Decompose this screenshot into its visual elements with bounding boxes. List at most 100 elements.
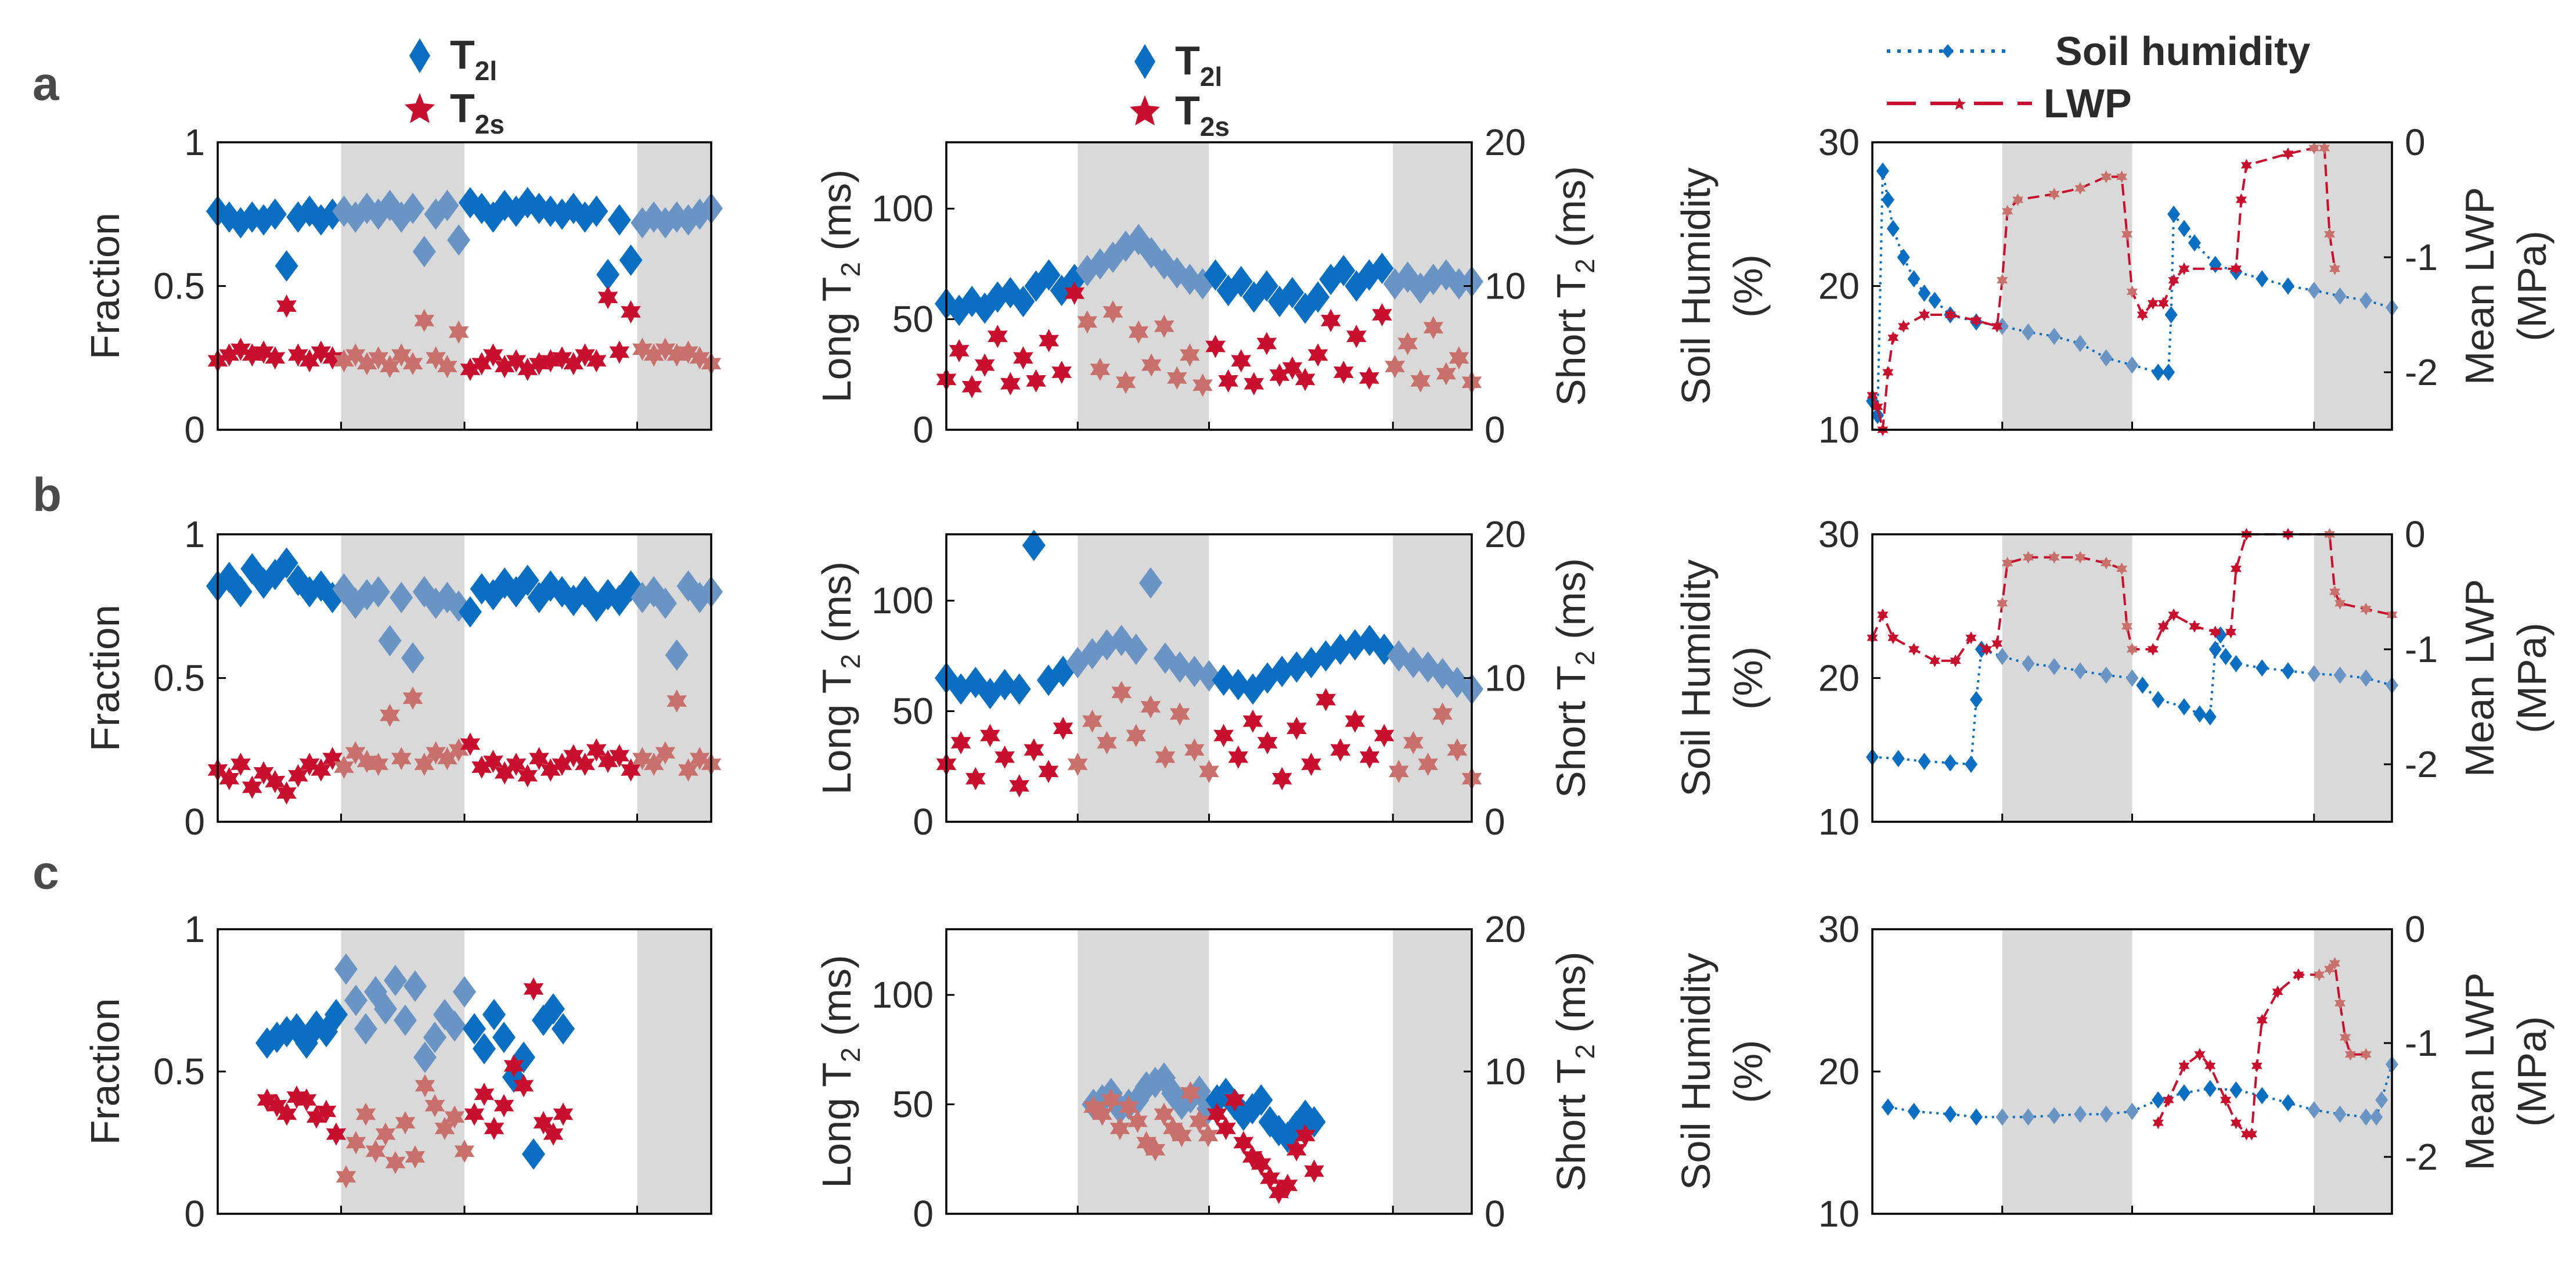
panel-b-fraction-t2s-point-24 [483, 750, 503, 773]
panel-b-humidity-lwp-point-13 [2074, 551, 2086, 564]
panel-c-fraction-t2s-point-29 [543, 1122, 564, 1146]
panel-c-humidity-soil-humidity-point-18 [2359, 1108, 2373, 1126]
panel-b-fraction-t2s-point-37 [632, 747, 653, 771]
panel-c-humidity-soil-humidity-point-2 [1944, 1105, 1957, 1123]
panel-c-fraction-t2l-point-29 [542, 993, 565, 1025]
panel-c-humidity-soil-humidity-point-11 [2178, 1084, 2190, 1102]
panel-c-humidity-soil-humidity-point-4 [1995, 1108, 2009, 1126]
panel-a-humidity-soil-humidity-point-12 [2022, 323, 2035, 341]
panel-b-humidity-lwp-point-24 [2231, 562, 2242, 576]
panel-b-t2-short-t2-point-29 [1359, 745, 1380, 769]
panel-c-fraction-ytick-label-1: 0.5 [153, 1051, 205, 1092]
panel-c-fraction-t2l-point-7 [325, 999, 348, 1030]
panel-a-fraction-t2s-point-23 [471, 352, 492, 376]
panel-c-fraction-t2l-point-8 [334, 953, 358, 985]
panel-a-humidity-lwp-point-13 [2048, 188, 2060, 201]
panel-c-humidity-soil-humidity-point-1 [1907, 1102, 1921, 1120]
panel-a-t2-short-t2-point-4 [988, 325, 1008, 348]
panel-a-humidity-lwp-point-21 [2157, 297, 2169, 310]
panel-b-fraction-t2s-point-17 [402, 686, 423, 710]
panel-a-humidity-soil-humidity-point-15 [2099, 349, 2113, 367]
panel-a-humidity-ytick-label-1: 20 [1818, 265, 1860, 307]
panel-b-fraction-t2s-point-42 [689, 747, 710, 771]
panel-c-t2-short-t2-point-21 [1269, 1181, 1289, 1205]
panel-c-fraction-t2s-point-4 [296, 1088, 317, 1112]
panel-a-humidity-lwp-point-11 [2002, 204, 2013, 218]
panel-a-fraction-t2s-point-31 [563, 352, 584, 376]
panel-b-fraction-t2l-point-2 [229, 576, 253, 607]
panel-a-t2-short-t2-point-27 [1282, 356, 1303, 380]
panel-c-humidity-soil-humidity-point-5 [2022, 1108, 2035, 1126]
panel-a-fraction-t2s-point-40 [666, 343, 687, 367]
panel-b-t2-ytick-label-0: 0 [913, 801, 934, 843]
legend-t2l-label: T2l [450, 32, 497, 86]
panel-c-t2-short-t2-point-4 [1118, 1095, 1139, 1119]
panel-a-t2-short-t2-point-38 [1423, 316, 1444, 340]
panel-b-t2-short-t2-point-9 [1067, 753, 1088, 776]
panel-b-humidity-soil-humidity-point-4 [1965, 756, 1978, 773]
panel-a-fraction-t2l-point-33 [585, 195, 608, 227]
panel-c-humidity-soil-humidity-line [1887, 1064, 2393, 1119]
panel-c-fraction-t2s-point-17 [424, 1094, 445, 1117]
panel-c-t2-short-t2-point-3 [1109, 1117, 1130, 1140]
panel-a-fraction-t2s-point-6 [276, 294, 297, 318]
panel-b-t2-short-t2-point-21 [1242, 709, 1263, 733]
panel-a-t2-short-t2-point-20 [1192, 373, 1213, 397]
panel-a-humidity-lwp-point-6 [1919, 308, 1930, 321]
panel-a-fraction-t2s-point-30 [552, 346, 572, 370]
panel-a-t2-long-t2-point-29 [1306, 281, 1330, 313]
panel-a-t2-short-t2-point-3 [974, 353, 995, 377]
panel-c-humidity-lwp-point-15 [2329, 957, 2341, 970]
panel-a-t2-short-t2-point-16 [1141, 353, 1162, 377]
panel-a-fraction-t2s-point-24 [483, 343, 503, 367]
panel-c-humidity-soil-humidity-point-10 [2152, 1091, 2165, 1109]
panel-a-t2-short-t2-point-36 [1397, 332, 1418, 355]
panel-c-humidity-lwp-point-10 [2256, 1013, 2268, 1027]
panel-b-fraction-t2s-point-31 [563, 744, 584, 768]
legend-lwp-marker [1953, 98, 1966, 110]
panel-a-humidity-ylabel-left-line2: (%) [1725, 254, 1771, 318]
panel-b-t2-ylabel-right: Short T2 (ms) [1548, 558, 1600, 798]
legend-t2s-label: T2s [450, 85, 505, 139]
panel-c-fraction-t2s-point-2 [276, 1102, 297, 1126]
panel-c-humidity-soil-humidity-point-13 [2229, 1081, 2243, 1099]
panel-b-humidity-soil-humidity-point-15 [2178, 698, 2190, 716]
panel-b-fraction-t2s-point-9 [311, 758, 332, 782]
panel-b-humidity-lwp-point-28 [2329, 585, 2341, 598]
panel-a-humidity-lwp-point-7 [1944, 308, 1956, 321]
legend-lwp-label: LWP [2044, 81, 2132, 126]
panel-a-t2-short-t2-point-5 [1000, 372, 1021, 396]
panel-b-humidity-soil-humidity-point-10 [2074, 662, 2087, 679]
panel-b-fraction-t2s-point-4 [253, 761, 274, 785]
panel-a-t2-short-t2-point-9 [1051, 361, 1072, 384]
panel-c-t2-short-t2-point-19 [1251, 1152, 1271, 1176]
panel-c-fraction-t2s-point-24 [493, 1094, 514, 1117]
panel-b-humidity-lwp-point-5 [1950, 654, 1961, 667]
panel-a-humidity-y2tick-label-1: -1 [2405, 236, 2438, 278]
panel-c-humidity-soil-humidity-point-19 [2370, 1108, 2383, 1126]
panel-a-fraction-t2l-point-21 [447, 224, 471, 256]
panel-a-t2-long-t2-point-25 [1255, 270, 1278, 302]
panel-c-t2-ytick-label-0: 0 [913, 1193, 934, 1235]
panel-b-fraction-t2s-point-19 [426, 741, 446, 765]
panel-c-t2-short-t2-point-7 [1145, 1138, 1166, 1162]
panel-b-fraction-t2s-point-8 [299, 753, 320, 776]
panel-b-humidity-lwp-point-11 [2023, 551, 2034, 564]
panel-c-humidity-soil-humidity-point-8 [2099, 1105, 2113, 1123]
panel-b-humidity-soil-humidity-line [1872, 631, 2393, 766]
panel-a-humidity-lwp-point-23 [2178, 262, 2190, 275]
panel-a-fraction-t2s-point-11 [334, 349, 354, 373]
panel-b-humidity-lwp-point-22 [2210, 625, 2221, 639]
legend-t2: T2l T2s [1130, 38, 1230, 142]
panel-b-fraction-t2s-point-23 [471, 756, 492, 779]
panel-a-humidity-soil-humidity-point-11 [1995, 317, 2009, 335]
panel-c-t2-shaded-period-0 [1078, 929, 1209, 1214]
panel-a-fraction-t2s-point-21 [448, 320, 469, 344]
panel-c-humidity-lwp-line [2157, 961, 2366, 1135]
panel-a-t2-axes-box [945, 141, 1473, 431]
panel-c-t2-long-t2-point-19 [1249, 1084, 1273, 1116]
panel-b-fraction-t2s-point-21 [448, 738, 469, 762]
panel-b-t2-short-t2-point-14 [1140, 695, 1161, 718]
panel-b-humidity-soil-humidity-point-23 [2282, 662, 2294, 679]
